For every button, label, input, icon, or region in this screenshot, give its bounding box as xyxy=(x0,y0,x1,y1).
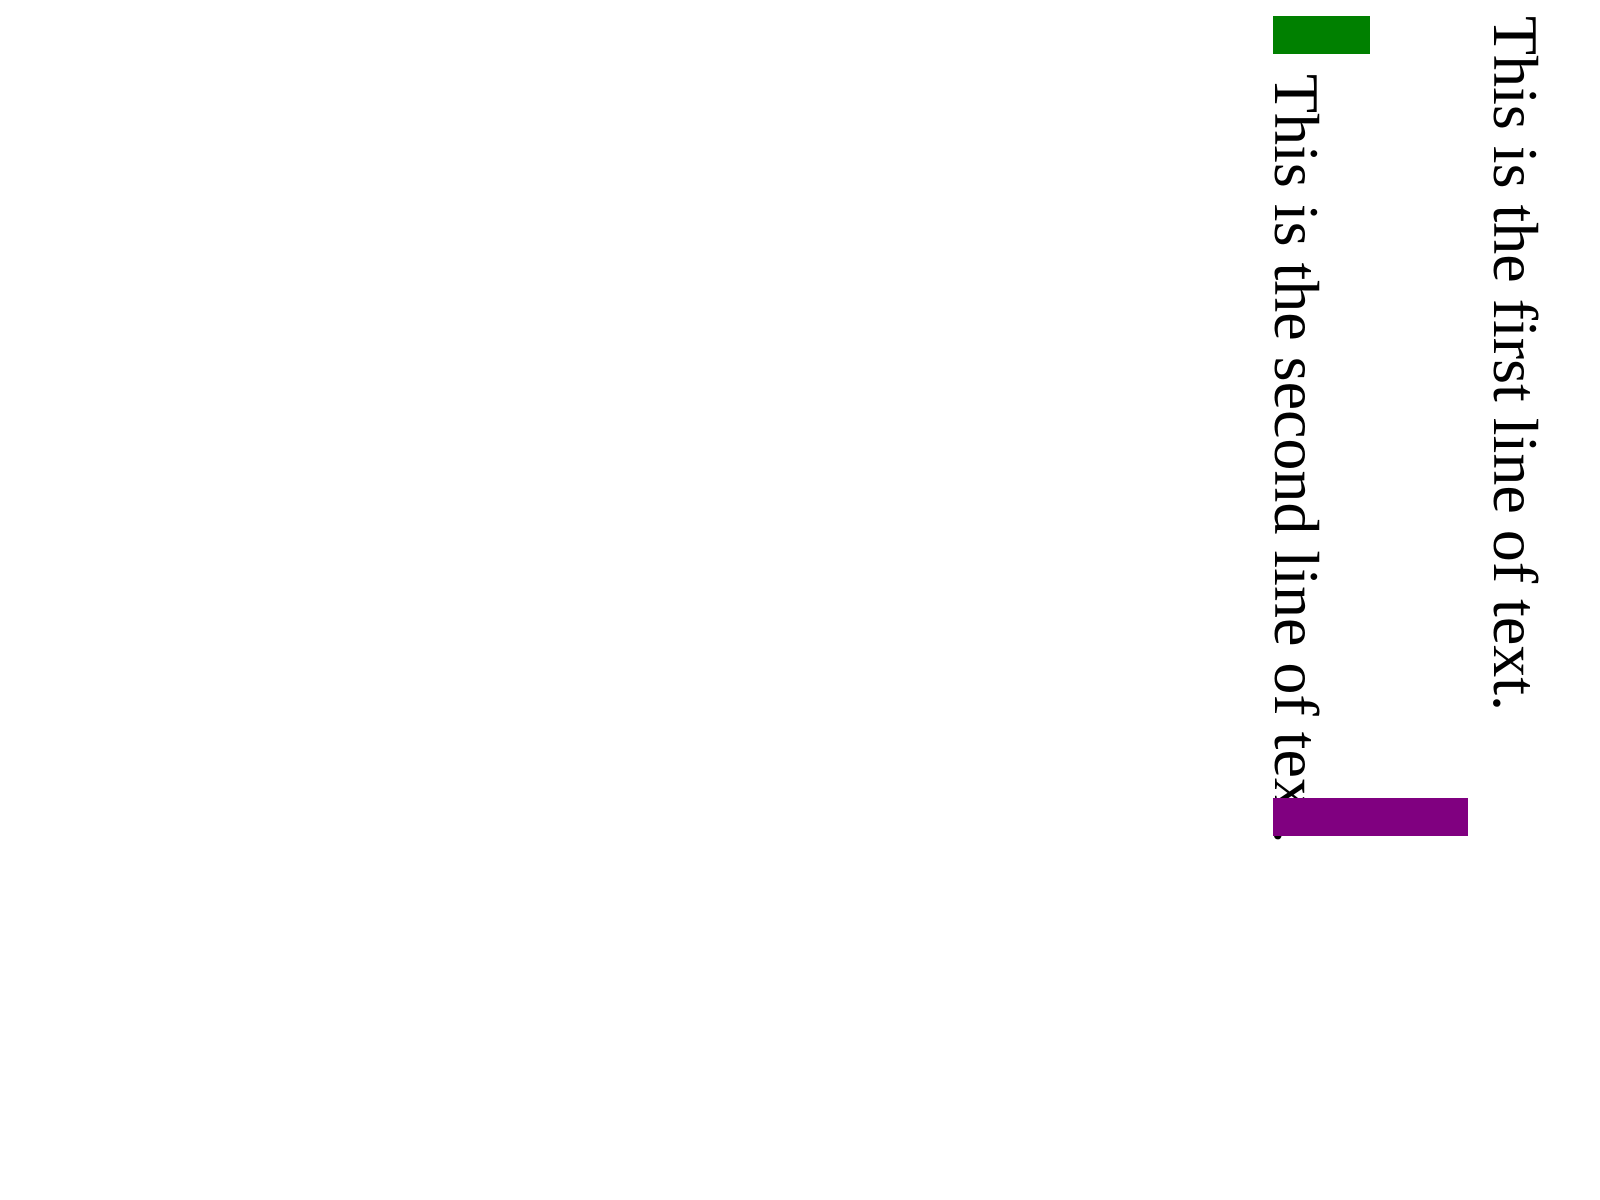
green-block xyxy=(1273,16,1370,54)
first-text-line: This is the first line of text. xyxy=(1480,16,1551,711)
purple-block xyxy=(1273,798,1468,836)
second-text-line: This is the second line of text. xyxy=(1261,74,1332,844)
